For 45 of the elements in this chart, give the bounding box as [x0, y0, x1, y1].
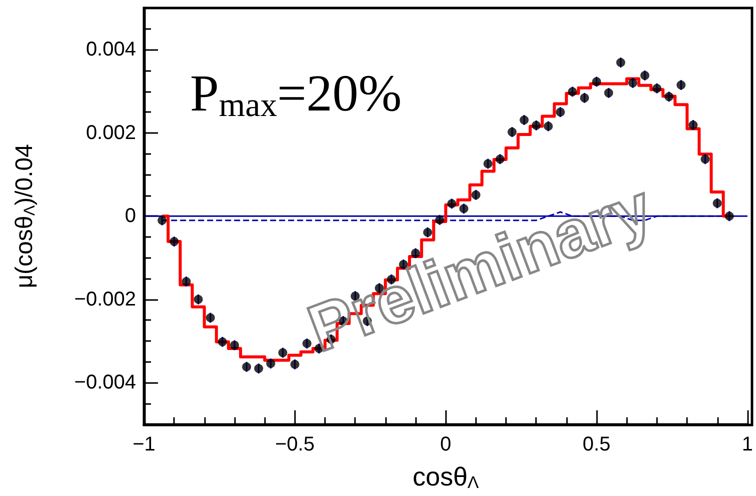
y-tick-label: −0.002: [74, 288, 136, 310]
y-tick-label: −0.004: [74, 372, 136, 394]
point: [724, 212, 734, 221]
point: [182, 277, 191, 286]
point: [532, 120, 541, 130]
point: [700, 154, 710, 164]
point: [242, 362, 252, 372]
x-tick-label: −1: [132, 433, 156, 456]
point: [628, 78, 638, 88]
point: [640, 70, 650, 80]
point: [676, 80, 686, 90]
x-tick-label: 0: [440, 433, 452, 456]
point: [652, 84, 662, 93]
point: [290, 360, 300, 369]
x-tick-label: −0.5: [275, 433, 315, 456]
point: [194, 294, 203, 304]
point: [508, 128, 517, 137]
y-tick-label: 0.002: [86, 122, 136, 144]
point: [712, 198, 722, 208]
point: [520, 115, 529, 124]
point: [592, 77, 602, 86]
y-axis-title: μ(cosθΛ)/0.04: [11, 144, 38, 288]
point: [266, 359, 276, 368]
y-tick-label: 0: [124, 205, 136, 228]
point: [483, 159, 492, 168]
point: [496, 154, 505, 164]
point: [230, 340, 240, 350]
point: [556, 108, 565, 117]
point: [158, 216, 167, 225]
point: [170, 237, 179, 246]
point: [688, 120, 698, 130]
point: [206, 313, 215, 322]
point: [580, 93, 590, 102]
x-tick-label: 1: [742, 433, 753, 456]
point: [254, 364, 264, 374]
point: [616, 58, 626, 68]
point: [544, 122, 553, 131]
point: [278, 348, 288, 358]
point: [604, 88, 614, 98]
x-tick-label: 0.5: [582, 433, 610, 456]
x-axis-title: cosθΛ: [412, 462, 480, 492]
point: [568, 87, 577, 96]
point: [218, 337, 227, 346]
y-tick-label: 0.004: [86, 38, 136, 61]
point: [664, 92, 674, 102]
